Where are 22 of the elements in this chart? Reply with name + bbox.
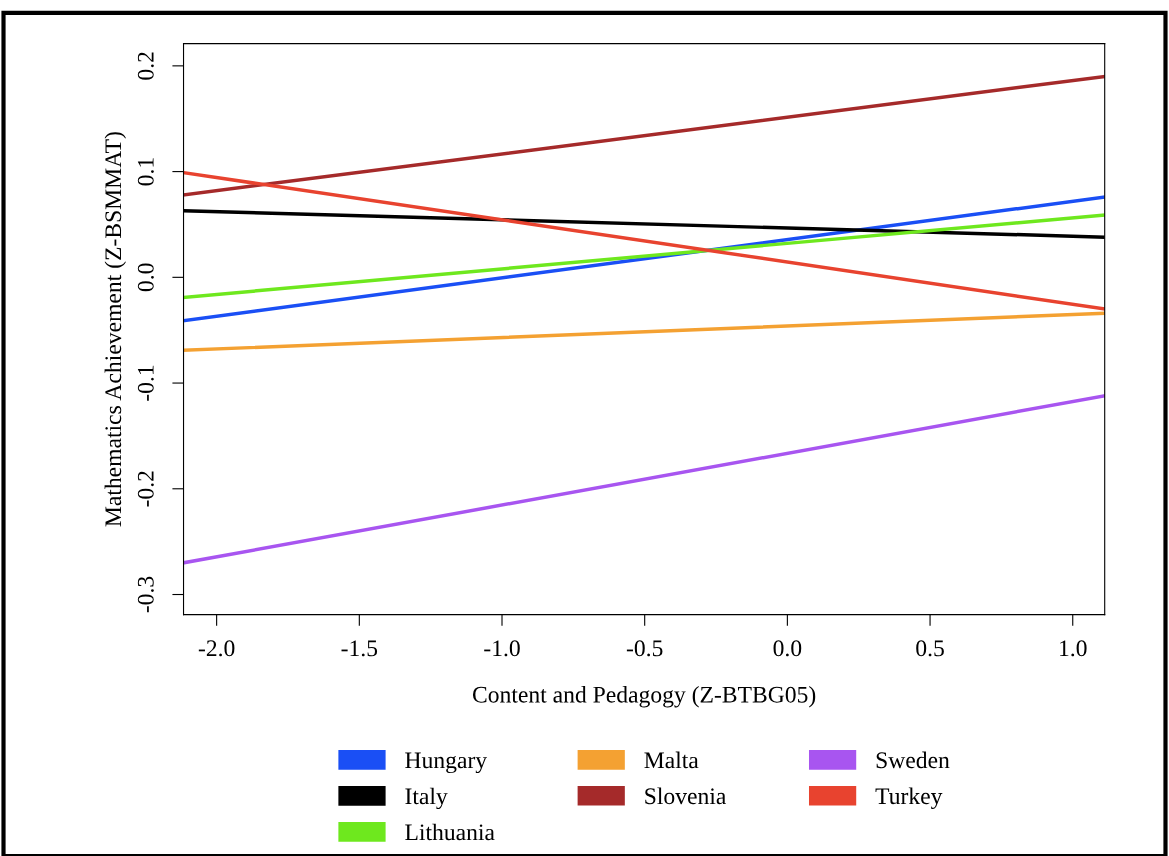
x-tick-label: -2.0 bbox=[198, 640, 235, 657]
y-tick-label: 0.1 bbox=[137, 158, 154, 186]
legend-label: Italy bbox=[405, 787, 448, 810]
x-tick-label: 1.0 bbox=[1060, 640, 1087, 657]
x-tick-label: 0.0 bbox=[773, 640, 802, 657]
legend-label: Malta bbox=[644, 751, 699, 769]
y-tick-label: -0.2 bbox=[137, 471, 154, 507]
x-tick-label: -0.5 bbox=[626, 640, 663, 657]
y-axis-title: Mathematics Achievement (Z-BSMMAT) bbox=[104, 132, 127, 527]
legend-label: Turkey bbox=[875, 787, 943, 810]
x-tick-label: 0.5 bbox=[916, 640, 944, 657]
y-tick-label: 0.2 bbox=[137, 52, 154, 80]
legend-label: Slovenia bbox=[645, 787, 727, 805]
y-tick-label: -0.3 bbox=[137, 576, 154, 613]
legend-label: Lithuania bbox=[405, 823, 495, 841]
legend-label: Sweden bbox=[876, 751, 950, 769]
x-tick-label: -1.0 bbox=[484, 640, 520, 657]
y-tick-label: 0.0 bbox=[137, 263, 154, 292]
x-tick-label: -1.5 bbox=[341, 640, 378, 657]
x-axis-title: Content and Pedagogy (Z-BTBG05) bbox=[472, 686, 816, 708]
legend-label: Hungary bbox=[405, 752, 488, 774]
y-tick-label: -0.1 bbox=[137, 365, 154, 401]
